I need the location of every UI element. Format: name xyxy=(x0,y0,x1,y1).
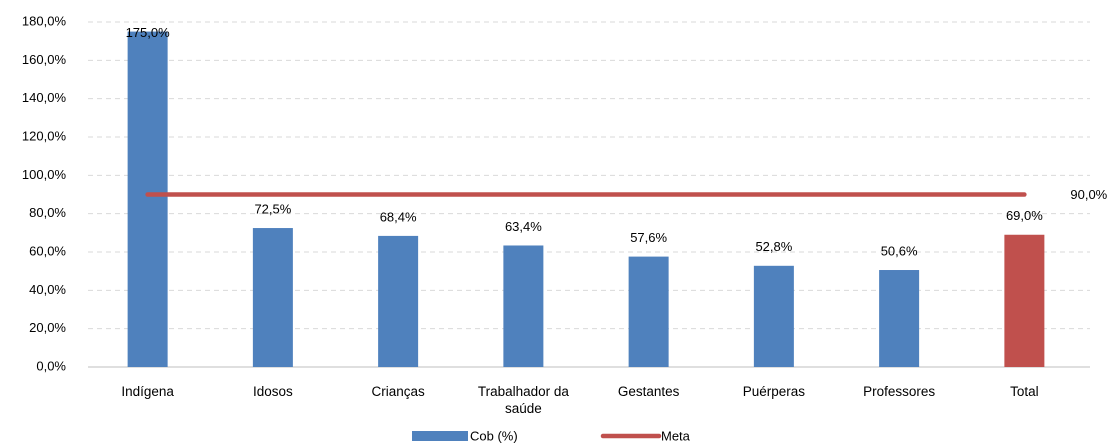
bar xyxy=(1004,234,1045,367)
data-label: 72,5% xyxy=(254,201,291,216)
x-tick-label: Crianças xyxy=(371,384,425,399)
data-label: 50,6% xyxy=(881,243,918,258)
y-tick-label: 20,0% xyxy=(29,320,66,335)
y-tick-label: 60,0% xyxy=(29,243,66,258)
data-label: 68,4% xyxy=(380,209,417,224)
legend-label: Cob (%) xyxy=(470,428,518,443)
x-tick-label: Gestantes xyxy=(617,384,680,399)
x-tick-label: Trabalhador da saúde xyxy=(477,384,569,416)
x-tick-label: Puérperas xyxy=(742,384,806,399)
x-tick-label: Total xyxy=(1010,384,1039,399)
bar xyxy=(378,235,419,367)
y-tick-label: 40,0% xyxy=(29,282,66,297)
y-tick-label: 140,0% xyxy=(22,90,67,105)
y-tick-label: 160,0% xyxy=(22,52,67,67)
legend-label: Meta xyxy=(661,428,691,443)
bar xyxy=(753,265,794,367)
x-tick-label: Idosos xyxy=(252,384,293,399)
data-label: 52,8% xyxy=(755,239,792,254)
bar xyxy=(879,270,920,367)
y-tick-label: 180,0% xyxy=(22,13,67,28)
data-label: 69,0% xyxy=(1006,208,1043,223)
y-tick-label: 120,0% xyxy=(22,128,67,143)
bar xyxy=(503,245,544,367)
data-label: 90,0% xyxy=(1070,187,1107,202)
bar xyxy=(628,256,669,367)
y-tick-label: 100,0% xyxy=(22,167,67,182)
data-label: 175,0% xyxy=(126,25,171,40)
legend-swatch xyxy=(412,431,468,441)
data-label: 63,4% xyxy=(505,219,542,234)
x-tick-label: Professores xyxy=(863,384,936,399)
y-tick-label: 80,0% xyxy=(29,205,66,220)
y-tick-label: 0,0% xyxy=(36,358,66,373)
bar xyxy=(252,228,293,367)
data-label: 57,6% xyxy=(630,230,667,245)
x-tick-label: Indígena xyxy=(121,384,174,399)
bar xyxy=(127,31,168,367)
